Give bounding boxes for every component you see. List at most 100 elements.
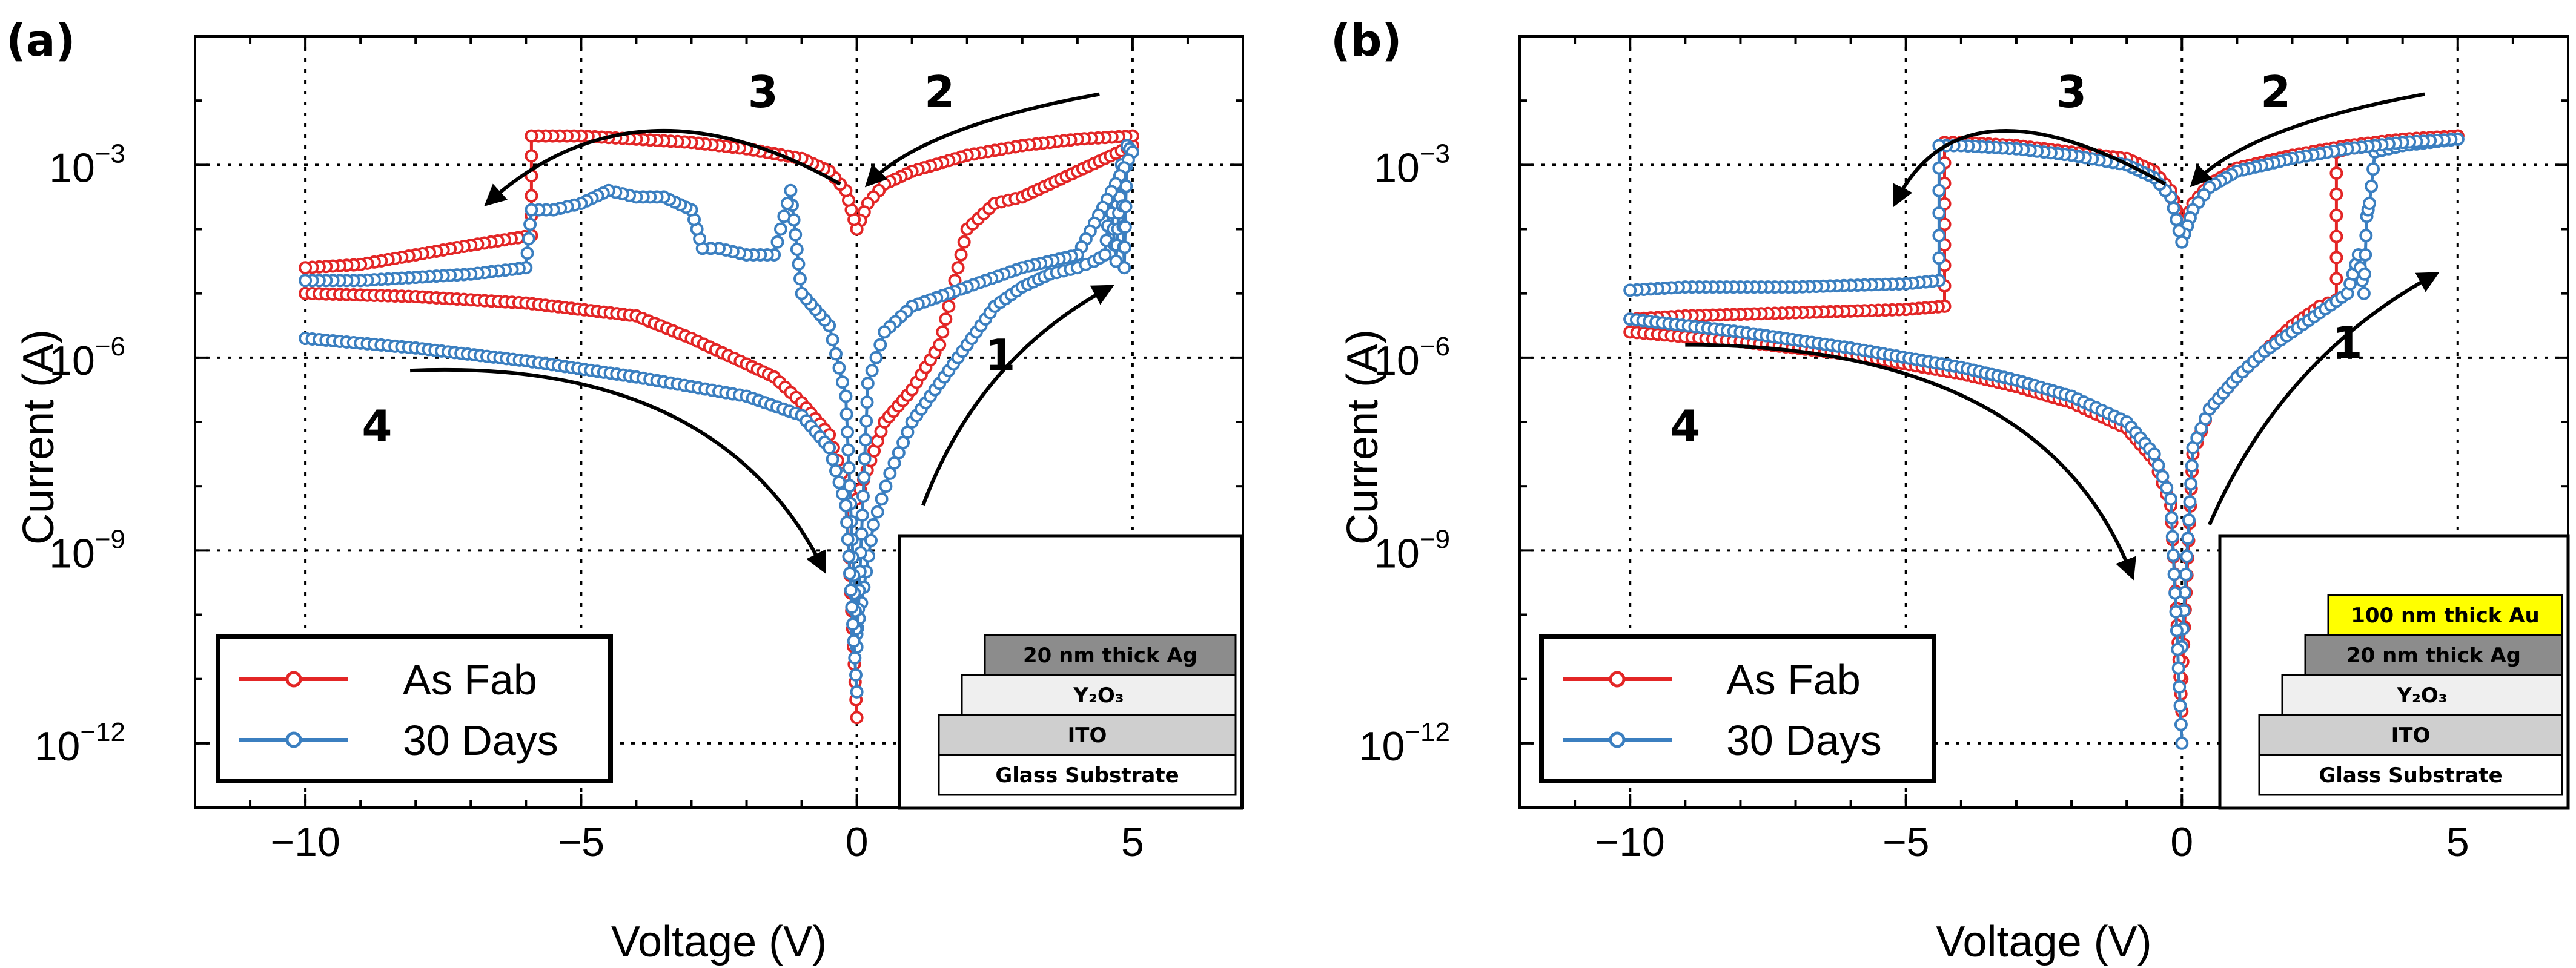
annotation-2: 2: [924, 67, 955, 117]
arrow-3: [1893, 128, 2167, 208]
data-point: [2167, 567, 2181, 581]
data-point: [2359, 229, 2373, 243]
data-point: [2170, 212, 2184, 226]
data-point: [1932, 229, 1946, 243]
legend-box: [1539, 634, 1936, 783]
data-point: [850, 685, 864, 699]
x-tick-label: 0: [846, 819, 869, 865]
arrow-1: [2208, 272, 2440, 526]
data-point: [2165, 530, 2179, 544]
data-point: [2329, 166, 2343, 180]
inset-layer-label: ITO: [1068, 723, 1107, 748]
data-point: [2329, 272, 2343, 286]
data-point: [845, 601, 859, 614]
data-point: [836, 375, 849, 389]
x-tick-label: −5: [558, 819, 605, 865]
data-point: [525, 129, 538, 143]
data-point: [2170, 624, 2184, 637]
x-tick-label: −10: [270, 819, 340, 865]
data-point: [865, 364, 879, 378]
annotation-3: 3: [748, 67, 778, 117]
inset-layer-label: 100 nm thick Au: [2351, 604, 2540, 628]
data-point: [2174, 717, 2188, 731]
arrow-3: [484, 128, 841, 206]
data-point: [848, 651, 862, 665]
data-point: [2363, 197, 2376, 210]
x-tick-label: 5: [1121, 819, 1144, 865]
data-point: [1932, 251, 1946, 265]
data-point: [2167, 548, 2180, 562]
legend: As Fab 30 Days: [1539, 634, 1936, 783]
data-point: [2181, 532, 2195, 545]
data-point: [843, 567, 856, 580]
inset-layer-label: Y₂O₃: [1073, 683, 1124, 708]
legend-label-30-days: 30 Days: [1726, 717, 1882, 764]
inset-layer-label: Glass Substrate: [995, 763, 1179, 788]
data-point: [823, 441, 836, 455]
data-point: [829, 464, 843, 478]
arrow-4: [1685, 343, 2136, 581]
data-point: [836, 487, 849, 501]
legend-label-as-fab: As Fab: [403, 656, 537, 703]
data-point: [2175, 235, 2189, 249]
data-point: [2160, 481, 2174, 495]
y-tick-label: 10−3: [49, 139, 125, 191]
data-point: [2329, 229, 2343, 243]
data-point: [525, 149, 538, 163]
data-point: [2182, 513, 2196, 527]
x-tick-label: −10: [1595, 819, 1665, 865]
legend-label-30-days: 30 Days: [403, 717, 558, 764]
data-point: [841, 533, 855, 546]
data-point: [2164, 492, 2177, 506]
data-point: [957, 235, 971, 249]
data-point: [2147, 447, 2161, 461]
x-axis-label: Voltage (V): [1936, 918, 2151, 966]
data-point: [2179, 567, 2193, 581]
data-point: [847, 634, 861, 648]
legend-marker: [285, 671, 302, 688]
panel-b: (b) −10 −5 0 5 10−3 10−6 10−9 10−12 Voltage (V) Cu…: [1331, 15, 2570, 966]
inset-layer-label: 20 nm thick Ag: [1023, 644, 1197, 668]
data-point: [951, 261, 965, 275]
data-point: [839, 499, 853, 512]
y-tick-label: 10−6: [1374, 332, 1450, 384]
data-point: [2183, 495, 2197, 509]
data-point: [858, 433, 872, 447]
data-point: [855, 508, 869, 522]
data-point: [299, 274, 313, 288]
data-point: [829, 347, 843, 361]
data-point: [826, 452, 839, 466]
inset-device-stack: 20 nm thick Ag Y₂O₃ ITO Glass Substrate: [898, 534, 1243, 810]
data-point: [860, 395, 874, 409]
y-tick-label: 10−12: [1359, 717, 1450, 769]
data-point: [793, 272, 807, 286]
data-point: [875, 492, 889, 506]
legend-marker: [1609, 671, 1626, 688]
y-tick-label: 10−3: [1374, 139, 1450, 191]
data-point: [842, 461, 856, 475]
data-point: [2173, 699, 2187, 713]
data-point: [1932, 161, 1946, 175]
panel-label: (a): [6, 15, 75, 66]
data-point: [861, 377, 875, 390]
inset-layer: [2281, 674, 2563, 716]
data-point: [1119, 179, 1133, 193]
data-point: [2366, 162, 2380, 176]
data-point: [777, 209, 791, 223]
data-point: [873, 338, 887, 352]
data-point: [2329, 251, 2343, 265]
x-axis-label: Voltage (V): [611, 918, 827, 966]
legend-label-as-fab: As Fab: [1726, 656, 1861, 703]
data-point: [832, 475, 846, 489]
inset-device-stack: 100 nm thick Au 20 nm thick Ag Y₂O₃ ITO Glas…: [2218, 534, 2570, 810]
arrow-4: [409, 367, 826, 574]
panel-a: (a) −10 −5 0 5 10−3 10−6 10−9 10−12 Voltage (V) Cu…: [6, 15, 1244, 966]
data-point: [858, 452, 872, 466]
data-point: [1098, 248, 1112, 262]
y-tick-label: 10−9: [1374, 524, 1450, 576]
data-point: [1118, 220, 1132, 234]
legend-box: [216, 634, 613, 783]
data-point: [521, 232, 535, 246]
y-axis-label: Current (A): [15, 329, 63, 545]
data-point: [2357, 286, 2371, 300]
